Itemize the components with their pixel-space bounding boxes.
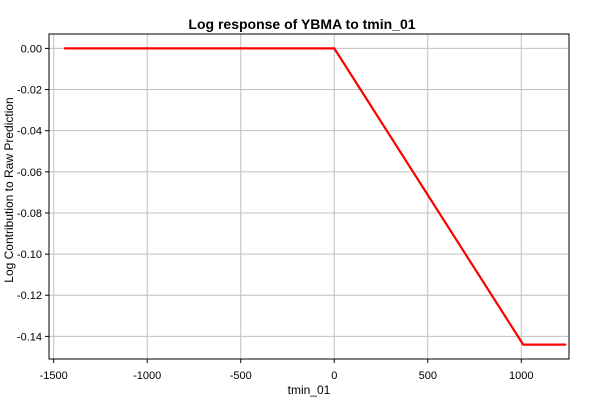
x-tick-label: -500: [230, 370, 252, 382]
y-tick-label: -0.08: [17, 208, 42, 220]
x-tick-label: 1000: [509, 370, 533, 382]
plot-frame: [48, 33, 570, 360]
y-tick-label: -0.14: [17, 331, 42, 343]
y-tick-label: -0.04: [17, 126, 42, 138]
x-axis-label: tmin_01: [288, 383, 331, 397]
x-tick-label: -1000: [133, 370, 161, 382]
series-line: [63, 47, 567, 346]
y-tick-label: 0.00: [21, 43, 42, 55]
y-axis-label: Log Contribution to Raw Prediction: [2, 97, 16, 282]
series-layer: [63, 47, 567, 346]
y-tick-label: -0.06: [17, 167, 42, 179]
x-tick-label: 0: [331, 370, 337, 382]
x-tick-label: 500: [419, 370, 437, 382]
plot-area: [48, 33, 570, 360]
axis-ticks: -1500 -1000 -500 0 500 1000 0.00 -0.02 -0.04 -0.0…: [17, 43, 534, 382]
y-tick-label: -0.12: [17, 290, 42, 302]
x-tick-label: -1500: [40, 370, 68, 382]
y-tick-label: -0.10: [17, 249, 42, 261]
y-tick-label: -0.02: [17, 85, 42, 97]
chart-title: Log response of YBMA to tmin_01: [188, 16, 415, 32]
